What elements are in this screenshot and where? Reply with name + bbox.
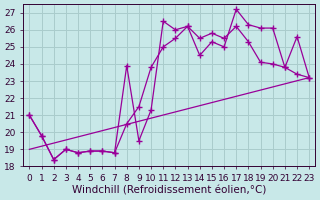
X-axis label: Windchill (Refroidissement éolien,°C): Windchill (Refroidissement éolien,°C) — [72, 186, 267, 196]
